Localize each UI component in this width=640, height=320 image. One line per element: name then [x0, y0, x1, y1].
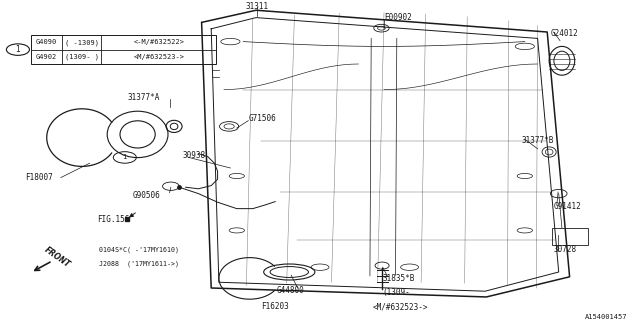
Text: F18007: F18007: [26, 173, 53, 182]
Text: 30938: 30938: [182, 151, 205, 160]
Text: A154001457: A154001457: [585, 314, 627, 320]
Text: 30728: 30728: [554, 245, 577, 254]
Bar: [552, 228, 588, 245]
Text: 31311: 31311: [246, 2, 269, 11]
Text: (1309- ): (1309- ): [65, 53, 99, 60]
Text: G90506: G90506: [132, 191, 160, 200]
Text: 1: 1: [15, 45, 20, 54]
Text: G4090: G4090: [36, 39, 57, 45]
Text: 1: 1: [122, 155, 127, 160]
Text: 31377*A: 31377*A: [128, 93, 161, 102]
Text: FIG.156: FIG.156: [97, 215, 130, 224]
Text: J2088  ('17MY1611->): J2088 ('17MY1611->): [99, 261, 179, 267]
Text: ( -1309): ( -1309): [65, 39, 99, 46]
Text: 31377*B: 31377*B: [522, 136, 554, 145]
Text: G71506: G71506: [248, 114, 276, 123]
Bar: [31, 35, 216, 64]
Text: G4902: G4902: [36, 54, 57, 60]
Text: G91412: G91412: [554, 202, 581, 211]
Text: FRONT: FRONT: [43, 245, 72, 269]
Text: F16203: F16203: [261, 302, 289, 311]
Text: 0104S*C( -'17MY1610): 0104S*C( -'17MY1610): [99, 247, 179, 253]
Text: 31835*B: 31835*B: [383, 274, 415, 283]
Text: <M/#632523->: <M/#632523->: [372, 302, 428, 311]
Text: E00902: E00902: [384, 13, 412, 22]
Text: <M/#632523->: <M/#632523->: [133, 54, 184, 60]
Text: (1309-: (1309-: [383, 288, 410, 297]
Text: G24012: G24012: [550, 29, 578, 38]
Text: G44800: G44800: [277, 286, 305, 295]
Text: <-M/#632522>: <-M/#632522>: [133, 39, 184, 45]
